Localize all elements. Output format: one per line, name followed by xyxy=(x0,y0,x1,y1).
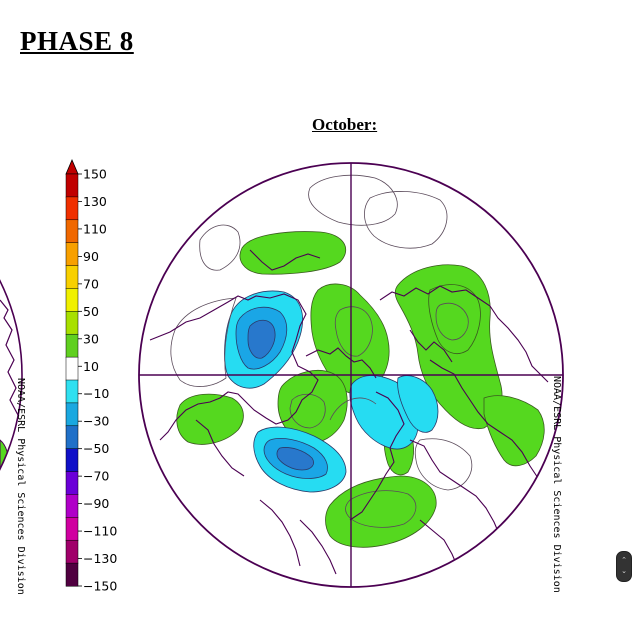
positive-anomaly-regions xyxy=(176,231,545,548)
credit-right: NOAA/ESRL Physical Sciences Division xyxy=(551,376,562,593)
credit-left: NOAA/ESRL Physical Sciences Division xyxy=(15,378,26,595)
scroll-handle[interactable]: ⌃ ⌄ xyxy=(616,551,632,582)
coastlines xyxy=(149,249,549,575)
scroll-down-icon[interactable]: ⌄ xyxy=(621,567,627,575)
scroll-up-icon[interactable]: ⌃ xyxy=(621,556,627,564)
map-boundary-circle xyxy=(138,162,564,588)
map-title: October: xyxy=(312,115,378,134)
anomaly-contours xyxy=(170,174,473,528)
left-map-outline xyxy=(0,279,23,471)
negative-anomaly-regions xyxy=(224,290,439,493)
page-title: PHASE 8 xyxy=(20,26,134,56)
